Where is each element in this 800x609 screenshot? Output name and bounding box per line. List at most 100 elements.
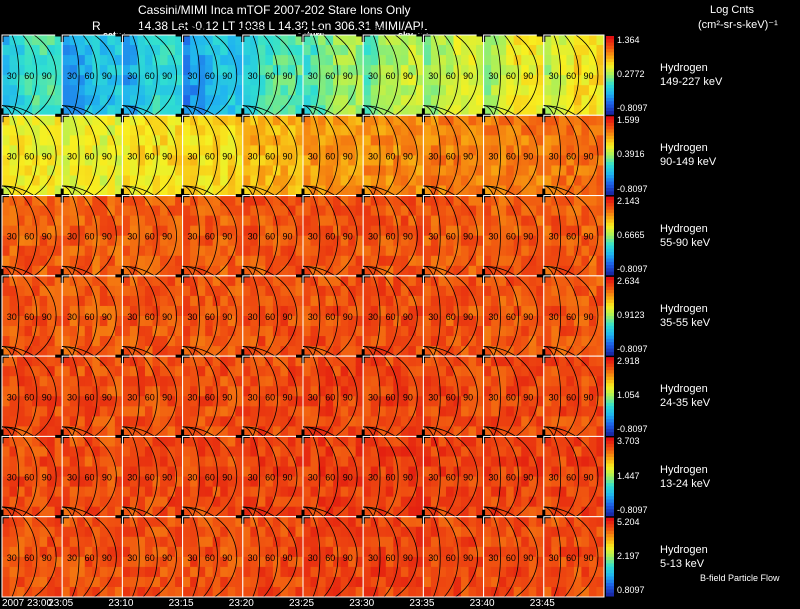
heatmap-pixel — [318, 326, 326, 337]
heatmap-pixel — [265, 125, 274, 136]
heatmap-pixel — [205, 275, 214, 287]
heatmap-pixel — [528, 476, 537, 488]
heatmap-pixel — [551, 466, 560, 477]
heatmap-pixel — [212, 566, 221, 578]
heatmap-pixel — [573, 346, 582, 357]
heatmap-pixel — [242, 185, 251, 196]
heatmap-pixel — [340, 356, 349, 367]
heatmap-pixel — [77, 426, 86, 437]
heatmap-pixel — [9, 55, 18, 66]
heatmap-pixel — [152, 526, 161, 538]
heatmap-pixel — [114, 326, 123, 337]
heatmap-pixel — [370, 416, 379, 427]
heatmap-pixel — [318, 486, 326, 498]
heatmap-pixel — [543, 456, 552, 467]
heatmap-pixel — [378, 225, 387, 237]
contour-label: 30 — [7, 553, 17, 563]
heatmap-pixel — [558, 376, 567, 387]
heatmap-pixel — [24, 426, 33, 437]
heatmap-pixel — [333, 35, 342, 46]
colorbar-segment — [606, 232, 614, 237]
heatmap-pixel — [400, 155, 409, 166]
heatmap-pixel — [468, 125, 477, 136]
heatmap-pixel — [333, 155, 342, 166]
heatmap-pixel — [242, 175, 251, 186]
heatmap-pixel — [596, 486, 605, 498]
colorbar-segment — [606, 191, 614, 196]
heatmap-pixel — [325, 356, 334, 367]
heatmap-pixel — [430, 456, 439, 467]
heatmap-pixel — [468, 305, 477, 317]
heatmap-pixel — [325, 205, 334, 217]
heatmap-pixel — [167, 35, 176, 46]
colorbar-segment — [606, 370, 614, 374]
heatmap-pixel — [197, 376, 206, 387]
heatmap-pixel — [114, 35, 123, 46]
heatmap-pixel — [272, 175, 281, 186]
heatmap-pixel — [152, 456, 161, 467]
heatmap-pixel — [17, 546, 25, 558]
heatmap-pixel — [47, 285, 56, 297]
heatmap-pixel — [9, 366, 18, 377]
heatmap-pixel — [415, 265, 424, 277]
heatmap-pixel — [190, 225, 199, 237]
heatmap-pixel — [9, 95, 18, 106]
heatmap-pixel — [2, 235, 10, 247]
heatmap-pixel — [400, 346, 409, 357]
heatmap-pixel — [24, 406, 33, 417]
heatmap-pixel — [348, 356, 357, 367]
heatmap-pixel — [190, 576, 199, 588]
heatmap-pixel — [129, 406, 138, 417]
heatmap-pixel — [257, 265, 266, 277]
heatmap-pixel — [182, 416, 191, 427]
heatmap-pixel — [498, 386, 507, 397]
heatmap-pixel — [47, 65, 56, 76]
contour-label: 90 — [463, 392, 473, 402]
heatmap-pixel — [17, 316, 25, 327]
heatmap-pixel — [333, 476, 342, 488]
heatmap-pixel — [122, 406, 131, 417]
contour-label: 90 — [463, 151, 473, 161]
heatmap-pixel — [415, 316, 424, 327]
heatmap-pixel — [461, 75, 469, 86]
contour-label: 60 — [145, 553, 155, 563]
heatmap-pixel — [310, 376, 319, 387]
heatmap-pixel — [32, 55, 41, 66]
heatmap-pixel — [363, 426, 372, 437]
heatmap-pixel — [152, 35, 161, 46]
heatmap-pixel — [378, 145, 387, 156]
heatmap-pixel — [521, 366, 530, 377]
heatmap-pixel — [581, 316, 590, 327]
heatmap-pixel — [588, 65, 597, 76]
heatmap-pixel — [175, 305, 184, 317]
heatmap-pixel — [408, 265, 417, 277]
heatmap-pixel — [69, 65, 78, 76]
heatmap-pixel — [287, 426, 296, 437]
heatmap-pixel — [212, 55, 221, 66]
heatmap-pixel — [17, 496, 25, 508]
heatmap-pixel — [62, 175, 71, 186]
heatmap-pixel — [175, 516, 184, 528]
heatmap-pixel — [122, 75, 131, 86]
heatmap-pixel — [461, 496, 469, 508]
heatmap-pixel — [62, 265, 71, 277]
heatmap-pixel — [438, 346, 447, 357]
heatmap-pixel — [400, 185, 409, 196]
heatmap-pixel — [385, 125, 394, 136]
heatmap-pixel — [378, 205, 387, 217]
heatmap-pixel — [92, 105, 101, 116]
heatmap-pixel — [400, 295, 409, 307]
heatmap-pixel — [551, 326, 560, 337]
heatmap-pixel — [205, 155, 214, 166]
heatmap-pixel — [445, 135, 454, 146]
heatmap-pixel — [220, 406, 229, 417]
heatmap-pixel — [220, 556, 229, 568]
heatmap-pixel — [84, 446, 93, 457]
heatmap-pixel — [438, 456, 447, 467]
heatmap-pixel — [581, 376, 590, 387]
heatmap-pixel — [430, 386, 439, 397]
heatmap-pixel — [483, 125, 492, 136]
heatmap-pixel — [445, 245, 454, 257]
contour-label: 60 — [265, 392, 275, 402]
heatmap-pixel — [257, 215, 266, 227]
